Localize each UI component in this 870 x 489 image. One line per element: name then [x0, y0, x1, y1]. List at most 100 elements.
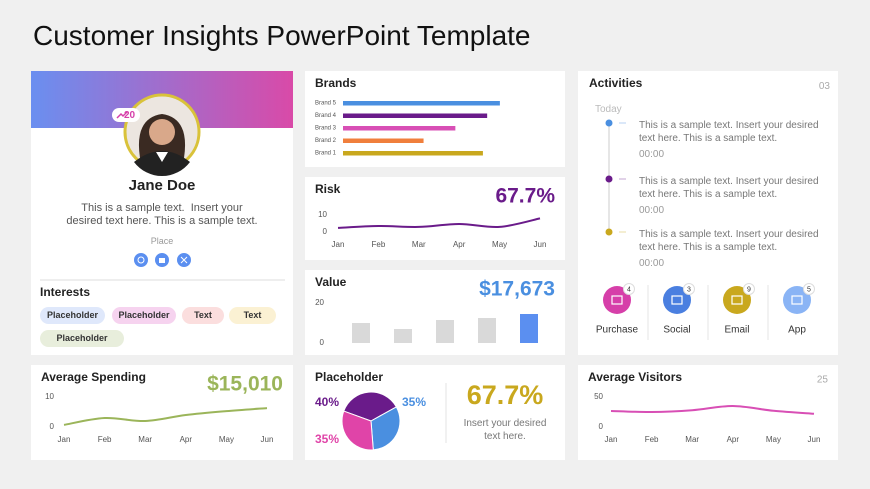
channel-badge: [743, 283, 755, 295]
bar: [343, 138, 424, 143]
y-tick-label: 0: [50, 422, 55, 431]
bar: [343, 126, 456, 131]
channel-badge: [683, 283, 695, 295]
x-tick-label: Apr: [180, 435, 193, 444]
activity-time: 00:00: [639, 149, 665, 160]
avatar: [123, 93, 201, 176]
y-tick-label: 10: [45, 392, 54, 401]
category-label: Brand 3: [315, 126, 337, 132]
x-tick-label: May: [219, 435, 234, 444]
x-tick-label: Jan: [605, 435, 618, 444]
activity-text: This is a sample text. Insert your desir…: [639, 229, 819, 253]
y-tick-label: 0: [320, 338, 325, 347]
today: Today: [595, 104, 622, 115]
x-tick-label: Jun: [808, 435, 821, 444]
channel-glyph: [611, 295, 623, 305]
interest-pill: Placeholder: [112, 307, 176, 324]
x-tick-label: Mar: [138, 435, 152, 444]
bar: [520, 314, 538, 343]
x-tick-label: Mar: [412, 240, 426, 249]
activity-time: 00:00: [639, 258, 665, 269]
place: Place: [150, 236, 174, 246]
category-label: Brand 1: [315, 151, 337, 157]
bar: [343, 151, 483, 156]
channel-badge: [803, 283, 815, 295]
x-tick-label: Mar: [685, 435, 699, 444]
category-label: Brand 5: [315, 101, 337, 107]
y-tick-label: 10: [318, 210, 327, 219]
channel-glyph: [731, 295, 743, 305]
x-tick-label: Jun: [534, 240, 547, 249]
x-tick-label: Jan: [332, 240, 345, 249]
channel-count: 4: [627, 286, 631, 293]
channel-label: Social: [663, 325, 690, 336]
interest-pill: Text: [182, 307, 224, 324]
channel-label: Purchase: [596, 325, 639, 336]
chart-title: Average Visitors: [588, 370, 682, 384]
x-tick-label: Jan: [58, 435, 71, 444]
channel-glyph: [791, 295, 803, 305]
bar: [478, 318, 496, 343]
y-tick-label: 20: [315, 298, 324, 307]
value-label: 35%: [402, 395, 426, 409]
category-label: Brand 4: [315, 113, 337, 119]
profile-description: This is a sample text. Insert your desir…: [66, 202, 258, 227]
interest-pill: Placeholder: [40, 307, 105, 324]
badge: 20: [124, 110, 136, 121]
channel-icon: [783, 286, 811, 314]
channel-icon: [603, 286, 631, 314]
bar: [343, 113, 488, 118]
channel-badge: [623, 283, 635, 295]
timeline-dot: [605, 228, 613, 236]
channel-count: 3: [687, 286, 691, 293]
channel-label: Email: [724, 325, 749, 336]
y-tick-label: 50: [594, 392, 603, 401]
channel-icon: [663, 286, 691, 314]
headline: $17,673: [479, 278, 555, 301]
y-tick-label: 0: [599, 422, 604, 431]
activity-text: This is a sample text. Insert your desir…: [639, 120, 819, 144]
x-tick-label: Apr: [453, 240, 466, 249]
bar: [394, 329, 412, 343]
headline: 67.7%: [467, 380, 544, 410]
channel-icon: [723, 286, 751, 314]
x-tick-label: Apr: [727, 435, 740, 444]
value-label: 40%: [315, 395, 339, 409]
pie-note: Insert your desired text here.: [463, 418, 547, 442]
channel-count: 5: [807, 286, 811, 293]
x-tick-label: May: [492, 240, 507, 249]
line: [63, 407, 268, 426]
card: [305, 177, 565, 260]
interest-pill: Placeholder: [40, 330, 124, 347]
line: [337, 217, 541, 229]
interest-pill: Text: [229, 307, 276, 324]
slide-title: Customer Insights PowerPoint Template: [33, 20, 531, 51]
x-tick-label: Feb: [645, 435, 659, 444]
value-label: 35%: [315, 432, 339, 446]
chart-title: Brands: [315, 76, 357, 90]
x-tick-label: Feb: [372, 240, 386, 249]
x-tick-label: May: [766, 435, 781, 444]
chart-title: Value: [315, 275, 347, 289]
profile-name: Jane Doe: [128, 177, 196, 194]
social-icons: [134, 253, 191, 267]
chart-title: Placeholder: [315, 370, 383, 384]
y-tick-label: 0: [323, 227, 328, 236]
timeline-dot: [605, 119, 613, 127]
pie-slice: [370, 406, 401, 451]
interests-title: Interests: [40, 285, 91, 299]
timeline-dot: [605, 175, 613, 183]
line: [610, 404, 815, 415]
x-tick-label: Feb: [98, 435, 112, 444]
channel-count: 9: [747, 286, 751, 293]
chart-title: Risk: [315, 182, 341, 196]
headline: $15,010: [207, 373, 283, 396]
category-label: Brand 2: [315, 138, 337, 144]
channel-dividers: [647, 285, 769, 340]
pie-slice: [341, 410, 374, 451]
badge: 25: [817, 375, 829, 386]
channel-label: App: [788, 325, 806, 336]
trend-icon: [116, 111, 128, 119]
